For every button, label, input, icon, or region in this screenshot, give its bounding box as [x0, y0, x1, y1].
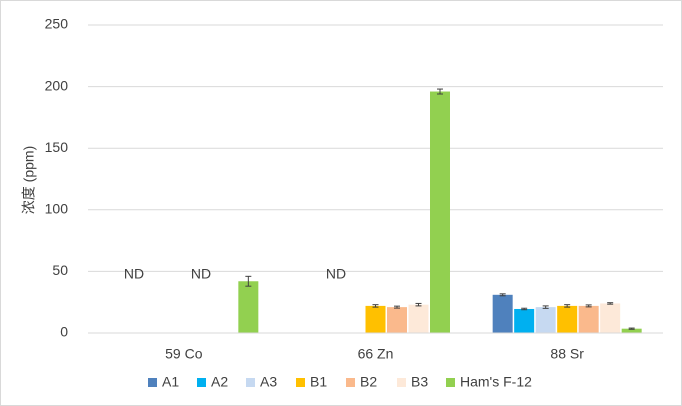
- y-tick-label: 150: [45, 139, 69, 155]
- bar: [578, 305, 599, 333]
- bar: [365, 305, 386, 333]
- y-tick-label: 200: [45, 77, 69, 93]
- legend-label: A1: [162, 374, 179, 390]
- legend-label: A3: [260, 374, 277, 390]
- annotation: ND: [326, 266, 346, 282]
- bar: [600, 303, 621, 333]
- bar: [557, 305, 578, 333]
- x-tick-label: 88 Sr: [550, 346, 584, 362]
- bar: [430, 91, 450, 333]
- legend-swatch: [296, 378, 305, 387]
- annotation: ND: [124, 266, 144, 282]
- legend-label: Ham's F-12: [460, 374, 532, 390]
- y-tick-label: 250: [45, 16, 69, 32]
- y-tick-label: 100: [45, 201, 69, 217]
- legend-swatch: [446, 378, 455, 387]
- legend-swatch: [148, 378, 157, 387]
- legend-swatch: [346, 378, 355, 387]
- legend-label: A2: [211, 374, 228, 390]
- bar: [535, 307, 556, 333]
- legend-swatch: [246, 378, 255, 387]
- bar: [514, 308, 535, 333]
- y-tick-label: 0: [60, 324, 68, 340]
- x-tick-label: 66 Zn: [358, 346, 394, 362]
- legend-swatch: [197, 378, 206, 387]
- bar: [492, 294, 513, 333]
- legend-label: B2: [360, 374, 377, 390]
- x-tick-label: 59 Co: [165, 346, 203, 362]
- bar: [408, 304, 429, 333]
- annotation: ND: [191, 266, 211, 282]
- y-axis-title: 浓度 (ppm): [21, 146, 37, 214]
- bar: [238, 281, 259, 333]
- bar: [387, 307, 407, 333]
- legend-label: B1: [310, 374, 327, 390]
- y-tick-label: 50: [52, 262, 68, 278]
- bar: [621, 328, 642, 333]
- legend-swatch: [397, 378, 406, 387]
- legend-label: B3: [411, 374, 428, 390]
